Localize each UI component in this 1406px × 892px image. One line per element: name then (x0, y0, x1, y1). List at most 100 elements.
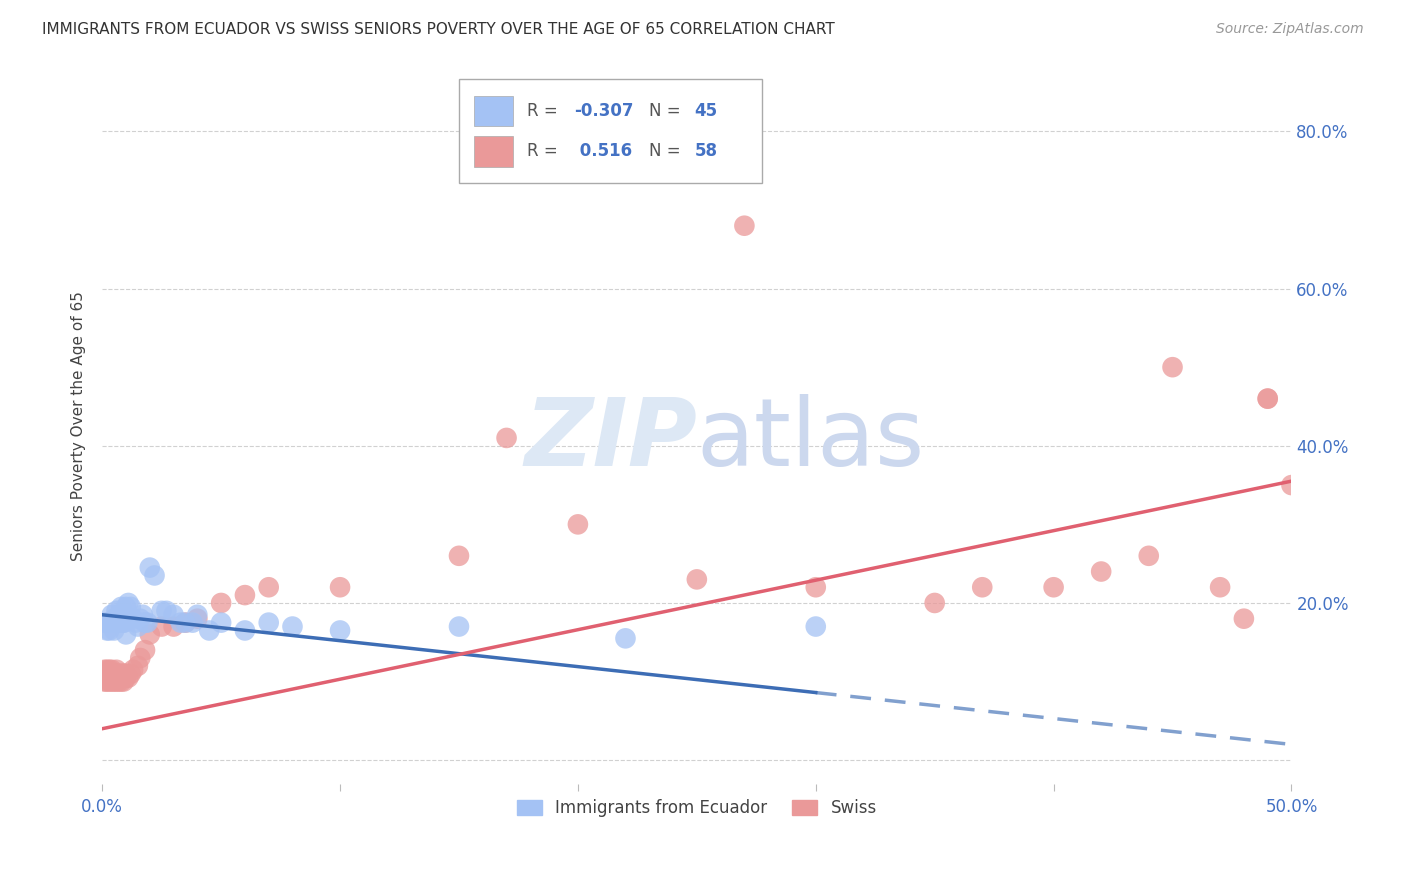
Point (96, 624, 118, 638)
Point (257, 580, 280, 594)
Point (281, 619, 304, 633)
Point (614, 632, 637, 646)
Point (186, 612, 208, 626)
Point (96, 671, 118, 685)
Point (117, 671, 139, 685)
Point (105, 612, 128, 626)
Point (162, 607, 184, 622)
Point (198, 624, 221, 638)
Point (329, 624, 352, 638)
Point (98, 624, 121, 638)
Point (112, 666, 135, 681)
Text: ZIP: ZIP (524, 394, 697, 486)
Point (112, 674, 135, 689)
Point (100, 607, 122, 622)
Point (96, 663, 118, 677)
Text: R =: R = (527, 102, 562, 120)
Point (110, 615, 132, 630)
Point (110, 674, 132, 689)
Point (120, 599, 142, 614)
Point (103, 671, 125, 685)
Point (1257, 392, 1279, 406)
Point (127, 619, 149, 633)
Point (120, 666, 142, 681)
Point (98, 671, 121, 685)
Point (162, 619, 184, 633)
Point (186, 607, 208, 622)
Point (1281, 478, 1303, 492)
Point (103, 624, 125, 638)
Point (233, 624, 256, 638)
Bar (474, 136, 513, 167)
Text: 45: 45 (695, 102, 717, 120)
Legend: Immigrants from Ecuador, Swiss: Immigrants from Ecuador, Swiss (509, 791, 886, 825)
Point (127, 658, 149, 673)
Text: N =: N = (650, 143, 686, 161)
Point (134, 615, 156, 630)
Point (181, 615, 204, 630)
Point (100, 671, 122, 685)
Point (136, 615, 159, 630)
Point (804, 580, 827, 594)
Point (170, 615, 193, 630)
Text: IMMIGRANTS FROM ECUADOR VS SWISS SENIORS POVERTY OVER THE AGE OF 65 CORRELATION : IMMIGRANTS FROM ECUADOR VS SWISS SENIORS… (42, 22, 835, 37)
Point (98, 663, 121, 677)
Point (93, 671, 115, 685)
Point (1161, 360, 1184, 375)
Text: 58: 58 (695, 143, 717, 161)
Point (96, 671, 118, 685)
Point (972, 580, 994, 594)
Point (122, 663, 145, 677)
Point (103, 674, 125, 689)
Point (108, 674, 131, 689)
Text: Source: ZipAtlas.com: Source: ZipAtlas.com (1216, 22, 1364, 37)
Point (115, 671, 138, 685)
Point (150, 604, 173, 618)
Point (124, 615, 146, 630)
Point (143, 568, 166, 582)
Point (257, 615, 280, 630)
FancyBboxPatch shape (458, 79, 762, 183)
Point (110, 599, 132, 614)
Point (103, 612, 125, 626)
Point (93, 671, 115, 685)
Point (131, 607, 153, 622)
Point (174, 615, 197, 630)
Point (1257, 392, 1279, 406)
Point (804, 619, 827, 633)
Point (108, 666, 131, 681)
Point (447, 549, 470, 563)
Point (93, 674, 115, 689)
Point (93, 615, 115, 630)
Point (1090, 565, 1112, 579)
Point (686, 573, 709, 587)
Point (105, 674, 128, 689)
Point (98, 615, 121, 630)
Point (115, 666, 138, 681)
Point (93, 663, 115, 677)
Point (155, 604, 177, 618)
Point (447, 619, 470, 633)
Y-axis label: Seniors Poverty Over the Age of 65: Seniors Poverty Over the Age of 65 (72, 291, 86, 561)
Point (1233, 612, 1256, 626)
Point (567, 517, 589, 532)
Point (139, 627, 162, 641)
Point (115, 599, 138, 614)
Point (100, 663, 122, 677)
Text: atlas: atlas (697, 394, 925, 486)
Text: 0.516: 0.516 (574, 143, 633, 161)
Point (174, 615, 197, 630)
Point (495, 431, 517, 445)
Point (1209, 580, 1232, 594)
Point (924, 596, 946, 610)
Point (134, 643, 156, 657)
Point (105, 671, 128, 685)
Point (108, 607, 131, 622)
Point (100, 615, 122, 630)
Point (110, 666, 132, 681)
Point (112, 615, 135, 630)
Point (233, 588, 256, 602)
Point (209, 596, 232, 610)
Point (98, 674, 121, 689)
Point (105, 663, 128, 677)
